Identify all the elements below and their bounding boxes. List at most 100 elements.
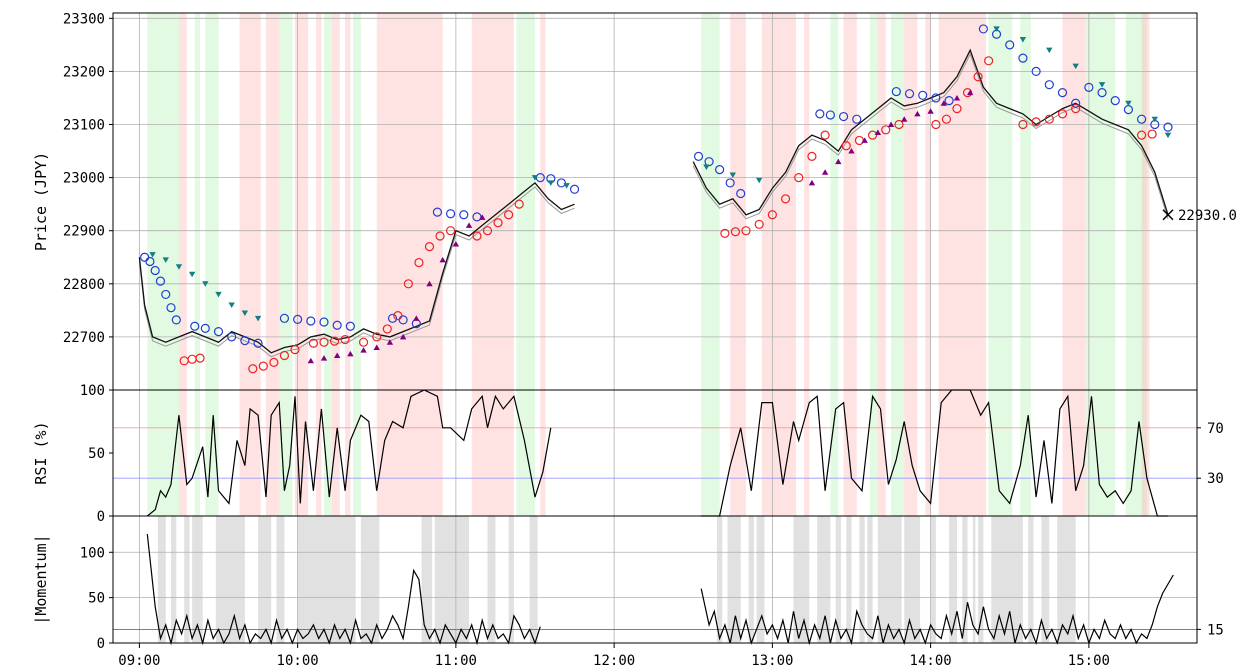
support-point xyxy=(1147,129,1157,139)
momentum-band xyxy=(748,516,754,643)
trend-down-marker xyxy=(188,271,196,278)
bullish-band xyxy=(194,390,201,516)
resistance-point xyxy=(1005,40,1015,50)
rsi-ylabel: RSI (%) xyxy=(32,421,50,484)
trend-up-marker xyxy=(426,280,433,287)
trend-down-marker xyxy=(1019,37,1027,43)
bearish-band xyxy=(1062,13,1087,390)
bearish-band xyxy=(540,390,546,516)
momentum-band xyxy=(508,516,514,643)
bullish-band xyxy=(353,390,361,516)
resistance-point xyxy=(715,165,725,175)
bearish-band xyxy=(1062,390,1087,516)
resistance-point xyxy=(852,114,862,124)
bullish-band xyxy=(205,13,219,390)
trend-down-marker xyxy=(162,257,169,263)
support-point xyxy=(894,119,904,130)
price-line xyxy=(138,181,575,354)
resistance-point xyxy=(293,314,303,324)
bearish-band xyxy=(376,390,443,516)
raw-price-line xyxy=(692,52,1169,220)
y-tick-label: 0 xyxy=(97,509,105,525)
resistance-point xyxy=(815,109,825,119)
bearish-band xyxy=(345,13,351,390)
trend-down-marker xyxy=(531,175,539,181)
support-point xyxy=(794,173,804,183)
bearish-band xyxy=(1141,13,1150,390)
resistance-point xyxy=(432,207,443,217)
support-point xyxy=(1071,103,1081,114)
trend-down-marker xyxy=(1098,82,1106,88)
bearish-band xyxy=(730,390,746,516)
support-point xyxy=(720,228,730,238)
y-tick-label: 100 xyxy=(80,545,105,561)
bullish-band xyxy=(279,13,293,390)
trend-up-marker xyxy=(874,129,882,135)
momentum-band xyxy=(487,516,496,643)
support-point xyxy=(1137,130,1147,140)
trend-up-marker xyxy=(861,137,868,143)
trend-up-marker xyxy=(835,158,842,165)
support-point xyxy=(308,338,319,348)
support-point xyxy=(973,72,983,82)
resistance-point xyxy=(171,315,181,325)
momentum-band xyxy=(192,516,203,643)
bullish-band xyxy=(1125,13,1147,390)
trend-up-marker xyxy=(848,148,855,154)
bearish-band xyxy=(376,13,443,390)
bearish-band xyxy=(1141,390,1150,516)
resistance-point xyxy=(1137,114,1147,124)
trend-down-marker xyxy=(1072,63,1079,70)
resistance-point xyxy=(166,303,176,313)
oversold-label: 30 xyxy=(1207,471,1224,487)
bearish-band xyxy=(345,390,351,516)
support-point xyxy=(881,125,891,135)
raw-price-line xyxy=(138,186,575,358)
resistance-point xyxy=(319,317,329,327)
y-tick-label: 22700 xyxy=(63,330,105,346)
resistance-point xyxy=(918,90,928,100)
resistance-point xyxy=(213,326,224,337)
support-point xyxy=(424,242,435,252)
momentum-band xyxy=(727,516,741,643)
trend-down-marker xyxy=(202,281,209,287)
support-point xyxy=(867,130,878,140)
bullish-band xyxy=(205,390,219,516)
momentum-band xyxy=(297,516,356,643)
support-point xyxy=(393,311,403,321)
support-point xyxy=(941,114,952,124)
trend-up-marker xyxy=(386,339,394,345)
momentum-band xyxy=(949,516,957,643)
trend-down-marker xyxy=(254,315,262,322)
bearish-band xyxy=(471,390,514,516)
momentum-line xyxy=(146,534,541,646)
x-tick-label: 09:00 xyxy=(118,653,160,669)
resistance-point xyxy=(227,332,237,342)
price-line xyxy=(692,48,1169,216)
trend-up-marker xyxy=(953,94,961,101)
bearish-band xyxy=(925,13,931,390)
resistance-point xyxy=(569,184,580,194)
bullish-band xyxy=(830,390,839,516)
trend-up-marker xyxy=(465,222,473,228)
support-point xyxy=(1044,114,1054,124)
bearish-band xyxy=(843,390,857,516)
support-point xyxy=(414,257,424,268)
resistance-point xyxy=(155,276,166,286)
resistance-point xyxy=(190,321,200,331)
support-point xyxy=(403,279,413,289)
bearish-band xyxy=(331,13,340,390)
momentum-band xyxy=(276,516,285,643)
support-point xyxy=(329,336,340,346)
bullish-band xyxy=(830,13,839,390)
resistance-point xyxy=(150,265,160,276)
trend-up-marker xyxy=(914,110,921,117)
resistance-point xyxy=(332,320,342,330)
bullish-band xyxy=(701,13,720,390)
support-point xyxy=(952,103,962,114)
support-point xyxy=(820,130,830,140)
support-point xyxy=(1057,109,1068,119)
trend-down-marker xyxy=(1125,100,1132,107)
trend-up-marker xyxy=(320,355,328,361)
